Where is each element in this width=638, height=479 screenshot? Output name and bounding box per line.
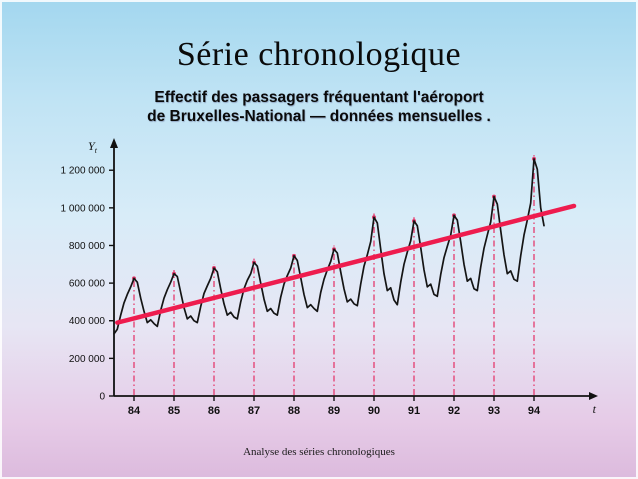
x-tick-label: 88 [288,405,300,417]
x-tick-label: 91 [408,405,420,417]
x-tick-label: 84 [128,405,141,417]
y-axis-label: Yt [88,139,98,155]
x-tick-label: 86 [208,405,220,417]
x-tick-label: 90 [368,405,380,417]
y-tick-label: 1 200 000 [61,166,106,177]
x-tick-label: 92 [448,405,460,417]
y-tick-label: 0 [99,392,105,403]
x-tick-label: 85 [168,405,180,417]
x-tick-label: 93 [488,405,500,417]
x-tick-label: 87 [248,405,260,417]
y-tick-label: 1 000 000 [61,203,106,214]
y-tick-label: 400 000 [69,316,106,327]
x-axis-arrow [589,392,598,400]
y-tick-label: 200 000 [69,354,106,365]
slide-footer: Analyse des séries chronologiques [243,446,395,458]
trend-line [115,203,577,325]
x-tick-label: 94 [528,405,541,417]
y-axis-arrow [110,138,118,148]
subtitle-line-1: Effectif des passagers fréquentant l'aér… [154,89,484,106]
chart-subtitle: Effectif des passagers fréquentant l'aér… [0,88,638,126]
y-tick-label: 800 000 [69,241,106,252]
passenger-timeseries-chart: 0 200 000 400 000 600 000 800 000 1 000 000 1 … [61,138,598,417]
subtitle-line-2: de Bruxelles-National — données mensuell… [147,108,491,125]
slide-title: Série chronologique [176,36,462,73]
x-tick-label: 89 [328,405,340,417]
passenger-series-line [113,158,545,335]
y-tick-label: 600 000 [69,279,106,290]
x-axis-label: t [593,402,597,416]
